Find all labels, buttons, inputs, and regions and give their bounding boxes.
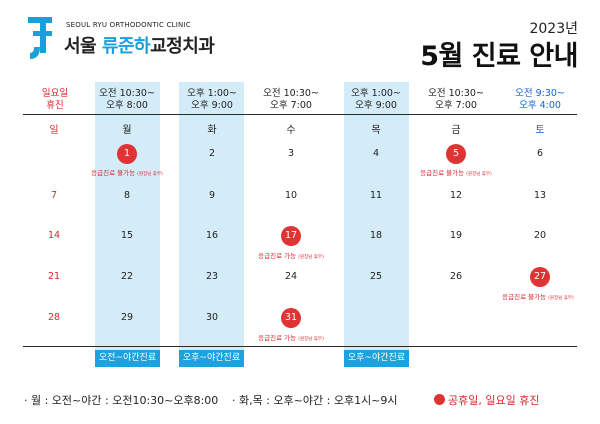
year-label: 2023년 (529, 21, 578, 37)
day-cell: 12 (449, 190, 463, 201)
day-cell-holiday: 5 (446, 144, 466, 164)
hours-friday: 오전 10:30~ 오후 7:00 (428, 88, 484, 111)
day-cell: 8 (123, 190, 131, 201)
hours-tuesday: 오후 1:00~ 오후 9:00 (187, 88, 237, 111)
day-cell: 15 (120, 230, 134, 241)
day-cell: 11 (369, 190, 383, 201)
day-cell: 10 (284, 190, 298, 201)
hours-monday: 오전 10:30~ 오후 8:00 (99, 88, 155, 111)
note-may-17: 응급진료 가능 (원장님 휴무) (258, 252, 324, 260)
weekday-tuesday: 화 (207, 125, 217, 136)
day-cell: 20 (533, 230, 547, 241)
day-cell: 19 (449, 230, 463, 241)
legend-monday-hours: · 월 : 오전~야간 : 오전10:30~오후8:00 (24, 394, 219, 407)
day-cell-sunday: 7 (50, 190, 58, 201)
monday-column-highlight (95, 82, 160, 366)
tag-thursday-hours: 오후~야간진료 (344, 350, 409, 367)
day-cell: 13 (533, 190, 547, 201)
day-cell: 6 (536, 148, 544, 159)
day-cell: 29 (120, 312, 134, 323)
weekday-saturday: 토 (535, 125, 545, 136)
clinic-logo-icon (28, 17, 54, 61)
weekday-wednesday: 수 (286, 125, 296, 136)
day-cell: 9 (208, 190, 216, 201)
day-cell-dr-off: 31 (281, 308, 301, 328)
day-cell-sunday: 28 (47, 312, 61, 323)
day-cell-holiday: 1 (117, 144, 137, 164)
weekday-monday: 월 (122, 125, 132, 136)
red-dot-icon (434, 394, 445, 405)
hours-sunday: 일요일 휴진 (41, 88, 69, 111)
clinic-name-english: SEOUL RYU ORTHODONTIC CLINIC (66, 21, 191, 29)
day-cell: 4 (372, 148, 380, 159)
clinic-name-korean: 서울 류준하교정치과 (64, 36, 215, 57)
note-may-31: 응급진료 가능 (원장님 휴무) (258, 334, 324, 342)
tuesday-column-highlight (179, 82, 244, 366)
day-cell: 26 (449, 271, 463, 282)
day-cell-sunday: 14 (47, 230, 61, 241)
day-cell: 25 (369, 271, 383, 282)
tag-tuesday-hours: 오후~야간진료 (179, 350, 244, 367)
footer-divider (23, 346, 577, 347)
day-cell: 30 (205, 312, 219, 323)
header-divider (23, 114, 577, 115)
day-cell: 18 (369, 230, 383, 241)
day-cell: 22 (120, 271, 134, 282)
day-cell-dr-off: 17 (281, 226, 301, 246)
day-cell: 3 (287, 148, 295, 159)
tag-monday-hours: 오전~야간진료 (95, 350, 160, 367)
hours-thursday: 오후 1:00~ 오후 9:00 (351, 88, 401, 111)
note-may-5: 응급진료 불가능 (원장님 휴무) (420, 169, 492, 177)
page-title: 5월 진료 안내 (420, 41, 578, 72)
legend-tue-thu-hours: · 화,목 : 오후~야간 : 오후1시~9시 (232, 394, 398, 407)
day-cell: 23 (205, 271, 219, 282)
hours-saturday: 오전 9:30~ 오후 4:00 (515, 88, 565, 111)
hours-wednesday: 오전 10:30~ 오후 7:00 (263, 88, 319, 111)
day-cell: 16 (205, 230, 219, 241)
day-cell: 24 (284, 271, 298, 282)
legend-holiday: 공휴일, 일요일 휴진 (434, 392, 539, 408)
weekday-sunday: 일 (49, 125, 59, 136)
day-cell: 2 (208, 148, 216, 159)
note-may-1: 응급진료 불가능 (원장님 휴무) (91, 169, 163, 177)
thursday-column-highlight (344, 82, 409, 366)
note-may-27: 응급진료 불가능 (원장님 휴무) (502, 293, 574, 301)
weekday-friday: 금 (451, 125, 461, 136)
weekday-thursday: 목 (371, 125, 381, 136)
day-cell-sunday: 21 (47, 271, 61, 282)
day-cell-dr-off: 27 (530, 267, 550, 287)
